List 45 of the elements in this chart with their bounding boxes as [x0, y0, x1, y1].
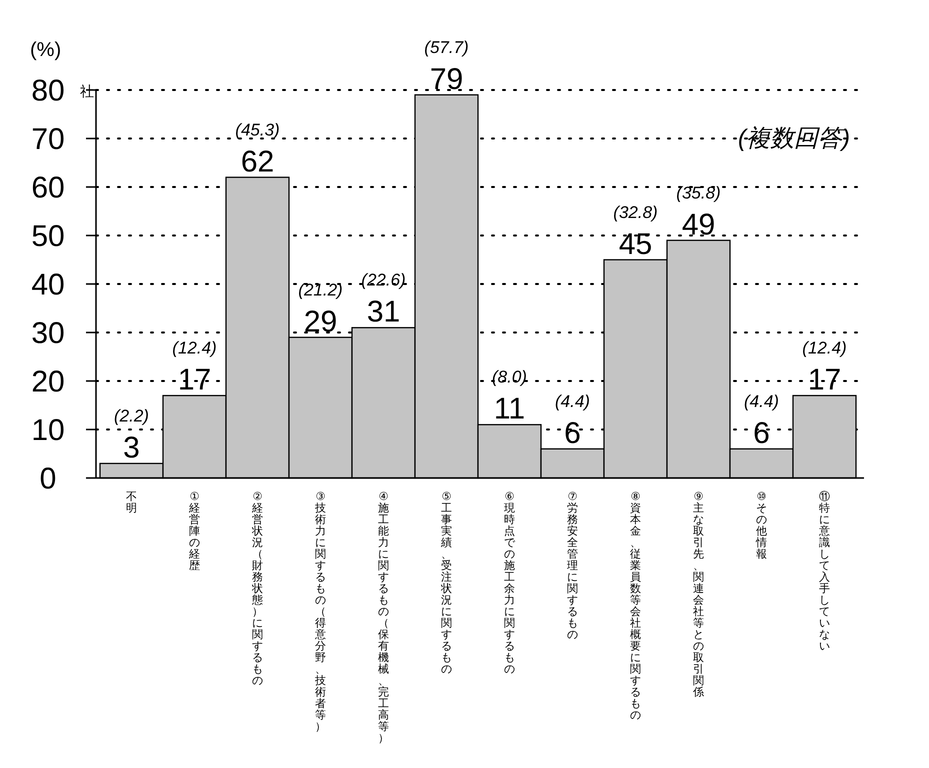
y-tick-label: 40	[31, 268, 65, 302]
annotation: (22.6)	[361, 270, 406, 290]
annotation: (57.7)	[424, 38, 469, 57]
annotation: (12.4)	[802, 338, 847, 358]
y-tick-label: 60	[31, 172, 65, 204]
y-tick-label: 30	[31, 317, 65, 350]
annotation: (21.2)	[298, 280, 343, 300]
data-label: 17	[808, 364, 842, 397]
data-label: 49	[682, 208, 716, 242]
x-tick-label: ①経営陣の経歴	[188, 491, 200, 572]
data-label: 6	[753, 416, 770, 450]
data-label: 6	[564, 416, 581, 450]
annotation: (35.8)	[676, 183, 721, 202]
data-label: 29	[304, 305, 338, 338]
category-label: ⑦労務安全管理に関するもの	[567, 491, 578, 641]
y-tick-label: 80	[31, 74, 65, 108]
text: (%)	[30, 39, 62, 61]
x-tick-label: 不明	[126, 491, 137, 514]
category-label: ⑧資本金、従業員数等会社概要に関するもの	[630, 491, 641, 722]
data-label: 11	[494, 392, 526, 426]
data-label: 17	[178, 364, 212, 397]
y-tick-label: 0	[40, 462, 56, 496]
data-label: 45	[618, 228, 652, 261]
category-label: ⑤工事実績、受注状況に関するもの	[441, 491, 452, 676]
data-label: 3	[123, 431, 140, 464]
annotation: (12.4)	[172, 338, 217, 358]
data-label: 31	[366, 296, 400, 329]
y-tick-label: 10	[31, 414, 65, 447]
category-label: ⑪特に意識して入手していない	[819, 491, 830, 652]
category-label: ②経営状況（財務状態）に関するもの	[252, 491, 263, 687]
x-tick-label: ⑩その他情報	[755, 491, 767, 560]
category-label: ⑨主な取引先、関連会社等との取引関係	[693, 491, 704, 698]
category-label: ⑥現時点での施工余力に関するもの	[504, 491, 515, 676]
annotation: (32.8)	[613, 202, 658, 222]
category-label: ③技術力に関するもの（得意分野、技術者等）	[315, 491, 326, 733]
y-tick-label: 20	[31, 366, 65, 398]
y-tick-label: 70	[31, 123, 65, 156]
data-label: 79	[430, 62, 464, 96]
annotation: (4.4)	[744, 392, 779, 411]
data-label: 62	[240, 145, 274, 178]
annotation: (45.3)	[235, 120, 280, 140]
category-label: ④施工能力に関するもの（保有機械、完工高等）	[378, 491, 389, 744]
annotation: (2.2)	[114, 406, 149, 426]
y-tick-label: 50	[31, 220, 65, 253]
annotation: (4.4)	[555, 392, 590, 411]
